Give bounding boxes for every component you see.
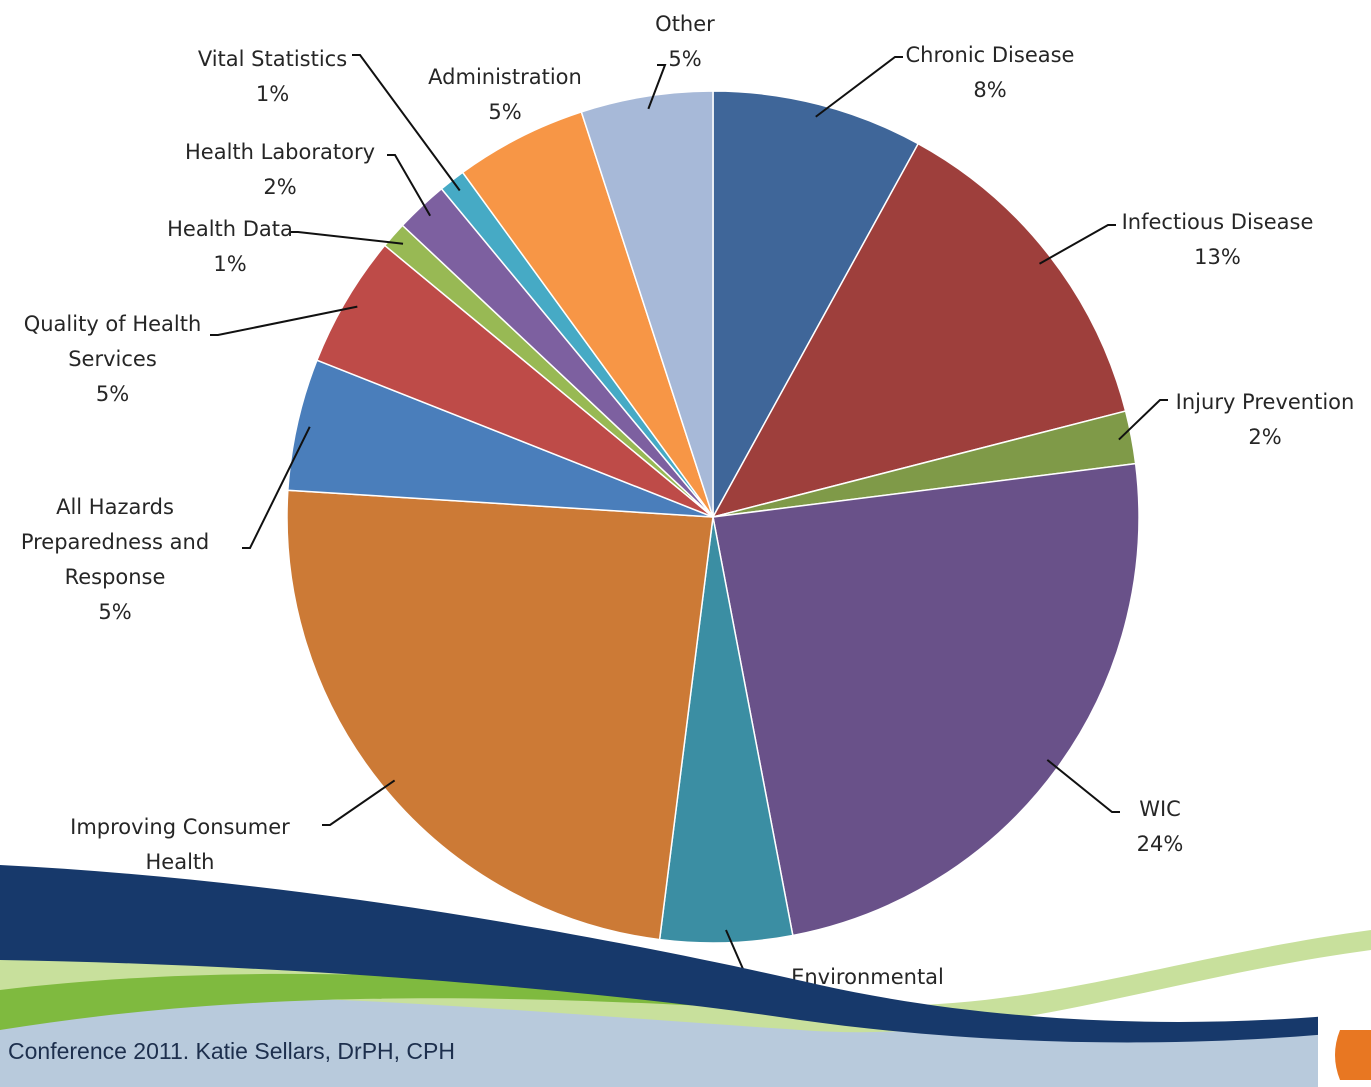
category-name: Improving Consumer Health (70, 815, 290, 874)
value-label: 24% (1136, 832, 1184, 856)
leader-line (1039, 224, 1116, 265)
value-label: 8% (973, 78, 1007, 102)
logo (1335, 1030, 1371, 1080)
slice-label: Health Laboratory 2% (160, 135, 400, 205)
footer: Conference 2011. Katie Sellars, DrPH, CP… (8, 1038, 455, 1064)
category-name: Health Laboratory (184, 140, 376, 164)
pie-slice (711, 142, 1127, 519)
slice-label: WIC 24% (1110, 792, 1210, 862)
leader-line (352, 54, 461, 192)
leader-line (210, 305, 358, 336)
value-label: 5% (668, 47, 702, 71)
wave-navy (0, 865, 1371, 1043)
value-label: 5% (95, 382, 130, 406)
value-label: 1% (255, 82, 290, 106)
slice-label: Injury Prevention 2% (1155, 385, 1371, 455)
category-name: Administration (428, 65, 582, 89)
category-name: Other (655, 12, 715, 36)
pie-slice (286, 489, 714, 941)
slice-label: Administration 5% (420, 60, 590, 130)
category-name: Infectious Disease (1121, 210, 1314, 234)
leader-line (1046, 759, 1120, 813)
leader-line (815, 56, 903, 118)
footer-band (0, 997, 1371, 1087)
leader-line (387, 154, 431, 217)
value-label: 5% (98, 600, 132, 624)
category-name: WIC (1139, 797, 1181, 821)
value-label: 5% (488, 100, 522, 124)
slice-label: Health Data 1% (145, 212, 315, 282)
pie-slice (580, 90, 714, 518)
leader-line (290, 231, 404, 245)
slice-label: Vital Statistics 1% (175, 42, 370, 112)
leader-line (647, 64, 667, 110)
value-label: 1% (213, 252, 247, 276)
value-label: 13% (1194, 245, 1241, 269)
category-name: Chronic Disease (905, 43, 1075, 67)
leader-line (1118, 399, 1168, 441)
pie-slice (712, 90, 920, 518)
leader-line (242, 426, 311, 549)
category-name: All Hazards Preparedness and Response (20, 495, 210, 589)
category-name: Vital Statistics (197, 47, 348, 71)
leader-line (322, 779, 396, 826)
slice-label: Chronic Disease 8% (880, 38, 1100, 108)
slice-label: Infectious Disease 13% (1100, 205, 1335, 275)
value-label: 2% (1248, 425, 1282, 449)
slice-label: Other 5% (640, 7, 730, 77)
category-name: Quality of Health Services (23, 312, 202, 371)
wave-green (0, 973, 900, 1030)
category-name: Injury Prevention (1175, 390, 1355, 414)
category-name: Health Data (167, 217, 293, 241)
slice-label: All Hazards Preparedness and Response 5% (0, 490, 230, 630)
value-label: 2% (263, 175, 297, 199)
slice-label: Quality of Health Services 5% (0, 307, 225, 412)
